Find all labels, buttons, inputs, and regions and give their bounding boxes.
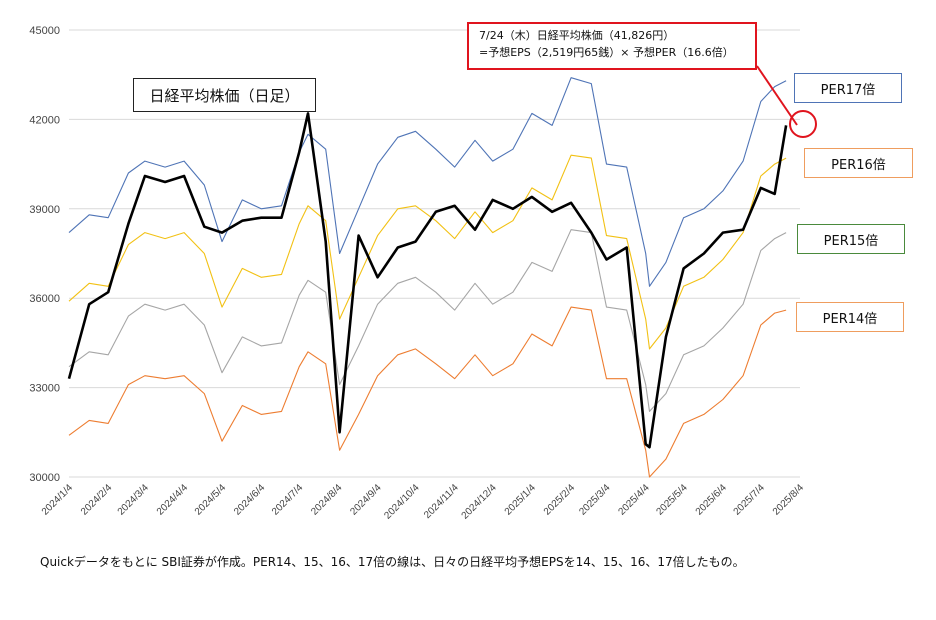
x-tick-label: 2024/2/4: [79, 482, 115, 518]
legend-per14: PER14倍: [796, 302, 904, 332]
annotation-box: 7/24（木）日経平均株価（41,826円） =予想EPS（2,519円65銭）…: [467, 22, 757, 70]
x-tick-label: 2024/5/4: [193, 482, 229, 518]
x-tick-label: 2024/11/4: [422, 482, 461, 521]
y-tick-label: 36000: [29, 293, 60, 305]
series-line-nikkei: [67, 112, 788, 449]
x-tick-label: 2024/10/4: [382, 482, 422, 522]
series-lines: [67, 77, 788, 478]
legend-per16: PER16倍: [804, 148, 913, 178]
x-tick-label: 2024/6/4: [232, 482, 268, 518]
series-line-per16: [68, 154, 787, 350]
x-axis-ticks: 2024/1/4 2024/2/4 2024/3/4 2024/4/4 2024/5/4…: [40, 482, 807, 522]
x-tick-label: 2024/3/4: [116, 482, 152, 518]
series-line-per15: [68, 229, 787, 412]
annotation-highlight-circle: [789, 110, 817, 138]
x-tick-label: 2025/4/4: [617, 482, 653, 518]
y-tick-label: 42000: [29, 114, 60, 126]
annotation-pointer: [756, 65, 798, 126]
annotation-line-1: 7/24（木）日経平均株価（41,826円）: [479, 29, 675, 42]
x-tick-label: 2024/8/4: [309, 482, 345, 518]
x-tick-label: 2024/1/4: [40, 482, 76, 518]
x-tick-label: 2025/1/4: [503, 482, 539, 518]
x-tick-label: 2025/8/4: [771, 482, 807, 518]
chart-title: 日経平均株価（日足）: [133, 78, 316, 112]
series-line-per17: [68, 77, 787, 287]
source-note: Quickデータをもとに SBI証券が作成。PER14、15、16、17倍の線は…: [40, 555, 745, 569]
gridlines: [69, 29, 800, 478]
series-line-per14: [68, 306, 787, 478]
y-tick-label: 33000: [29, 383, 60, 395]
x-tick-label: 2024/4/4: [155, 482, 191, 518]
annotation-line-2: =予想EPS（2,519円65銭）× 予想PER（16.6倍）: [479, 46, 734, 59]
x-tick-label: 2024/9/4: [348, 482, 384, 518]
legend-per15: PER15倍: [797, 224, 905, 254]
x-tick-label: 2025/2/4: [542, 482, 578, 518]
x-tick-label: 2025/6/4: [694, 482, 730, 518]
x-tick-label: 2024/12/4: [460, 482, 500, 522]
y-tick-label: 30000: [29, 472, 60, 484]
x-tick-label: 2025/7/4: [732, 482, 768, 518]
y-axis-ticks: 30000 33000 36000 39000 42000 45000: [29, 25, 60, 484]
x-tick-label: 2025/3/4: [577, 482, 613, 518]
x-tick-label: 2024/7/4: [270, 482, 306, 518]
legend-per17: PER17倍: [794, 73, 902, 103]
x-tick-label: 2025/5/4: [654, 482, 690, 518]
y-tick-label: 45000: [29, 25, 60, 37]
y-tick-label: 39000: [29, 204, 60, 216]
